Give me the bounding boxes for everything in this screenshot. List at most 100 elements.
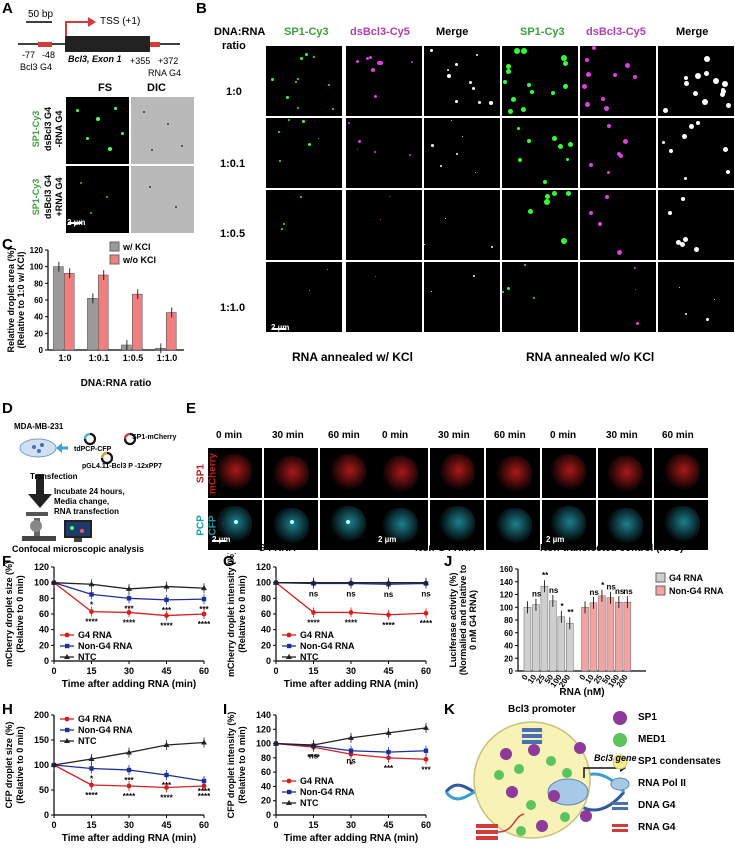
scalebar-b: [272, 328, 286, 330]
legend-label: NTC: [300, 652, 319, 662]
group-non-g4-rna: Non-G4 RNA: [415, 543, 476, 554]
droplet: [530, 90, 534, 94]
data-point: [126, 596, 132, 601]
y-tick-label: 120: [30, 246, 44, 255]
y-tick-label: 40: [261, 781, 271, 791]
significance-label: ****: [198, 792, 211, 801]
droplet: [271, 78, 274, 81]
micrograph-tile: [502, 46, 578, 116]
droplet: [582, 84, 587, 89]
droplet: [283, 223, 285, 225]
x-tick-label: 1:0.1: [89, 353, 110, 363]
cell-body: [439, 454, 475, 490]
data-point: [201, 596, 207, 602]
droplet: [589, 211, 593, 215]
med1-molecule: [516, 826, 526, 836]
scalebar-e: [212, 540, 226, 542]
bar: [615, 601, 623, 672]
significance-label: *: [90, 600, 94, 609]
panel-label-c: C: [2, 236, 13, 253]
cell-image-tile: [320, 448, 374, 498]
droplet: [447, 74, 451, 78]
droplet: [543, 180, 547, 184]
droplet: [318, 138, 319, 139]
significance-label: ****: [123, 792, 136, 801]
cell-body: [273, 456, 309, 492]
data-point: [348, 748, 354, 753]
cell-image-tile: [542, 448, 596, 498]
droplet: [566, 191, 571, 196]
ratio-header-1: DNA:RNA: [214, 26, 266, 38]
legend-label: NTC: [300, 798, 319, 808]
droplet: [295, 81, 297, 83]
cell-body: [382, 456, 418, 492]
y-tick-label: 0: [266, 810, 271, 820]
droplet: [389, 196, 390, 197]
rna-g4-label: RNA G4: [148, 68, 182, 78]
droplet: [309, 290, 310, 291]
droplet: [313, 56, 315, 58]
droplet: [348, 122, 350, 124]
droplet: [475, 172, 476, 173]
row-label-condition: +RNA G4: [54, 177, 64, 217]
x-tick-label: 45: [383, 666, 393, 676]
significance-label: *: [349, 760, 353, 769]
plasmid-reporter-label: pGL4.11-Bcl3 P -12xPP7: [82, 463, 163, 470]
droplet: [521, 48, 527, 54]
droplet: [527, 83, 531, 87]
y-axis-label: mCherry droplet size (%): [4, 561, 14, 667]
legend-swatch: [655, 572, 666, 583]
significance-label: ***: [162, 781, 172, 790]
significance-label: ns: [590, 588, 600, 597]
legend-label: G4 RNA: [78, 630, 113, 640]
y-tick-label: 100: [30, 263, 44, 272]
x-tick-label: 15: [308, 666, 318, 676]
y-tick-label: 40: [39, 625, 49, 635]
x-tick-label: 30: [346, 820, 356, 830]
y-tick-label: 0: [509, 667, 514, 676]
legend-sp1: SP1: [638, 712, 657, 723]
x-tick-label: 60: [421, 820, 431, 830]
scalebar-e-label: 2 µm: [546, 535, 565, 544]
time-label: 0 min: [382, 430, 409, 441]
bcl3-gene-diagram: [18, 17, 180, 52]
droplet: [366, 57, 369, 60]
row-label-plus-rna: SP1-Cy3 dsBcl3 G4 +RNA G4: [30, 166, 64, 232]
droplet: [491, 246, 493, 248]
data-point: [348, 579, 354, 585]
legend-swatch: [655, 585, 666, 596]
droplet: [440, 165, 442, 167]
med1-molecule: [514, 764, 524, 774]
plasmid-mcherry-label: SP1-mCherry: [132, 434, 177, 441]
droplet: [633, 75, 637, 79]
droplet: [607, 171, 610, 174]
bar: [540, 585, 549, 672]
data-point: [126, 749, 132, 755]
x-tick-label: 0: [577, 673, 587, 682]
y-tick-label: 100: [34, 578, 49, 588]
droplet: [586, 72, 591, 77]
data-point: [89, 609, 94, 615]
x-tick-label: 1:0.5: [123, 353, 144, 363]
legend-marker: [287, 643, 292, 649]
legend-label: NTC: [78, 736, 97, 746]
row-label-mcherry: mCherry: [207, 452, 219, 495]
y-tick-label: 200: [34, 710, 49, 720]
micrograph-tile: [658, 118, 734, 188]
significance-label: ns: [421, 589, 431, 598]
significance-label: ****: [160, 622, 173, 631]
dic-column-header: DIC: [147, 82, 166, 94]
panel-label-g: G: [223, 553, 235, 570]
droplet: [685, 313, 687, 315]
micrograph-tile: [424, 262, 500, 332]
droplet: [358, 140, 361, 143]
pos-minus77: -77: [22, 50, 36, 60]
data-point: [51, 579, 57, 585]
bcl3-gene-label: Bcl3 gene: [594, 753, 637, 763]
droplet: [455, 100, 458, 103]
y-tick-label: 0: [266, 656, 271, 666]
droplet: [551, 91, 555, 95]
micrograph-tile: [424, 190, 500, 260]
cell-body: [607, 508, 643, 544]
cell-body: [330, 454, 366, 490]
